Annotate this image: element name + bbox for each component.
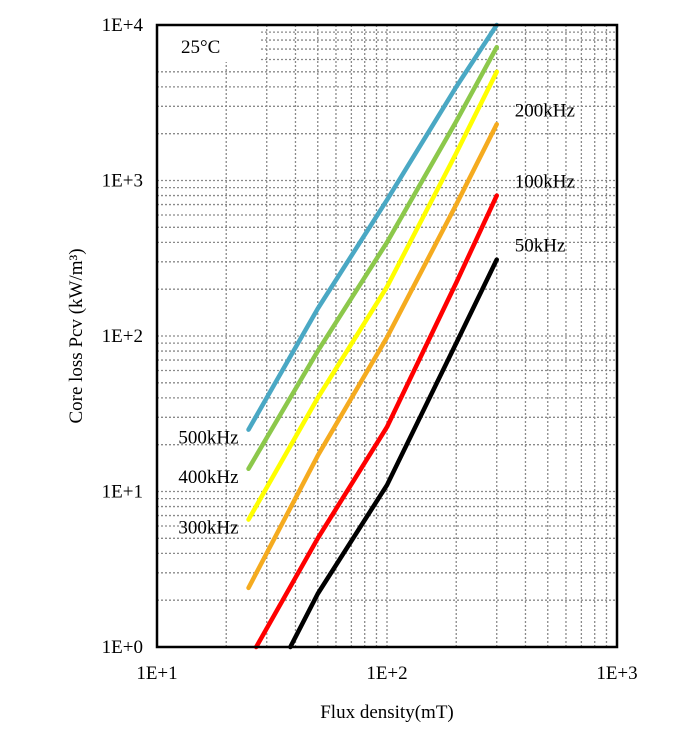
y-tick-label: 1E+3 bbox=[102, 171, 143, 192]
x-tick-labels: 1E+1 1E+2 1E+3 bbox=[136, 663, 637, 684]
series-lines bbox=[246, 22, 499, 650]
y-tick-label: 1E+4 bbox=[102, 15, 144, 36]
x-axis-title: Flux density(mT) bbox=[320, 702, 454, 723]
series-line-500kHz bbox=[246, 22, 499, 432]
x-tick-label: 1E+1 bbox=[136, 663, 177, 684]
series-labels: 500kHz 400kHz 300kHz 200kHz 100kHz 50kHz bbox=[178, 100, 575, 538]
x-tick-label: 1E+3 bbox=[596, 663, 637, 684]
series-line-50kHz bbox=[288, 257, 499, 650]
y-tick-label: 1E+2 bbox=[102, 326, 143, 347]
series-label: 200kHz bbox=[515, 100, 575, 121]
series-line-300kHz bbox=[246, 69, 499, 522]
temperature-annotation: 25°C bbox=[181, 37, 220, 58]
series-label: 300kHz bbox=[178, 518, 238, 539]
series-line-400kHz bbox=[246, 44, 499, 472]
x-tick-label: 1E+2 bbox=[366, 663, 407, 684]
series-label: 400kHz bbox=[178, 467, 238, 488]
plot-frame bbox=[155, 23, 619, 649]
y-axis-title: Core loss Pcv (kW/m³) bbox=[66, 248, 87, 423]
series-label: 50kHz bbox=[515, 236, 566, 257]
series-label: 100kHz bbox=[515, 172, 575, 193]
annotation-background bbox=[158, 26, 260, 62]
y-tick-labels: 1E+0 1E+1 1E+2 1E+3 1E+4 bbox=[102, 15, 144, 658]
y-tick-label: 1E+0 bbox=[102, 637, 143, 658]
series-label: 500kHz bbox=[178, 428, 238, 449]
series-line-200kHz bbox=[246, 122, 499, 591]
series-line-100kHz bbox=[253, 193, 499, 650]
y-tick-label: 1E+1 bbox=[102, 482, 143, 503]
